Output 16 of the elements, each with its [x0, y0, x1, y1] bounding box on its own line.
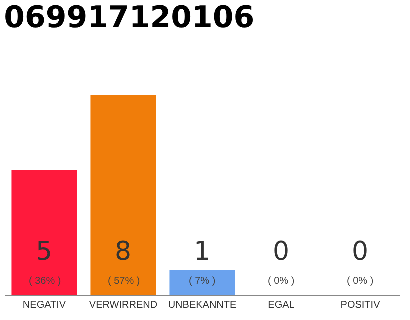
data-label: 1 — [194, 237, 211, 267]
x-tick-label: POSITIV — [340, 300, 381, 311]
data-label: 8 — [115, 237, 132, 267]
data-label: 0 — [273, 237, 290, 267]
annotation: ( 0% ) — [268, 276, 295, 287]
annotation: ( 7% ) — [189, 276, 216, 287]
annotation: ( 0% ) — [347, 276, 374, 287]
x-tick-label: VERWIRREND — [89, 300, 158, 311]
data-label: 5 — [36, 237, 53, 267]
x-tick-label: EGAL — [268, 300, 296, 311]
chart-title: 069917120106 — [4, 0, 255, 36]
x-tick-label: NEGATIV — [22, 300, 66, 311]
annotation: ( 57% ) — [108, 276, 140, 287]
data-label: 0 — [352, 237, 369, 267]
annotation: ( 36% ) — [29, 276, 62, 287]
x-tick-label: UNBEKANNTE — [168, 300, 237, 311]
